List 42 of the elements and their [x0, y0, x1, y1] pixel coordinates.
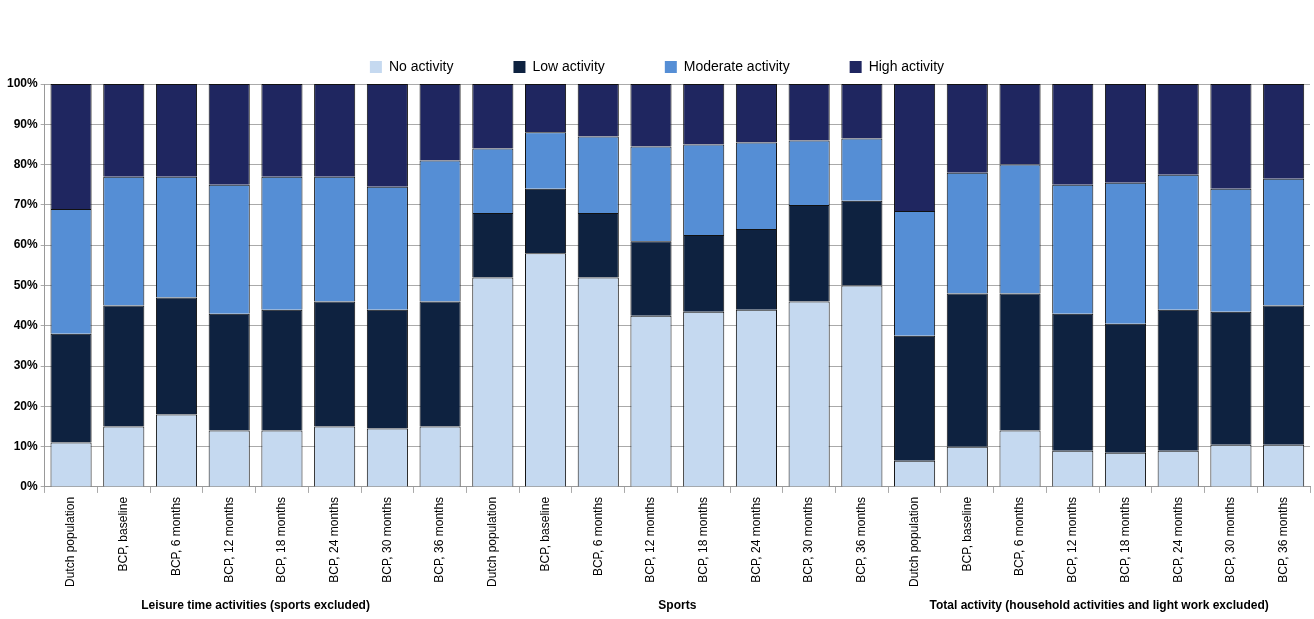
legend-label: No activity [388, 57, 454, 74]
x-tick-label: Dutch population [485, 496, 500, 588]
x-tick-label: BCP, baseline [537, 496, 552, 572]
x-tick-label: BCP, 30 months [379, 496, 394, 583]
y-tick-label: 80% [13, 156, 39, 171]
text: Leisure time activities (sports excluded) [141, 598, 370, 613]
x-tick-label: BCP, 12 months [221, 496, 236, 583]
x-tick-label: Dutch population [63, 496, 78, 588]
x-tick-label: BCP, 18 months [1117, 496, 1132, 583]
y-tick-label: 10% [13, 438, 39, 453]
y-tick-label: 20% [13, 398, 39, 413]
text: Sports [658, 598, 697, 613]
y-tick-label: 30% [13, 358, 39, 373]
x-tick-label: BCP, baseline [116, 496, 131, 572]
y-tick-label: 60% [13, 237, 39, 252]
y-tick-label: 100% [6, 76, 39, 91]
x-tick-label: BCP, 36 months [432, 496, 447, 583]
x-tick-label: Dutch population [906, 496, 921, 588]
x-tick-label: BCP, 24 months [1170, 496, 1185, 583]
text: Total activity (household activities and light work excluded) [929, 598, 1269, 613]
y-tick-label: 70% [13, 197, 39, 212]
x-tick-label: BCP, 30 months [801, 496, 816, 583]
legend-label: Low activity [532, 57, 605, 74]
x-tick-label: BCP, 6 months [1012, 496, 1027, 577]
x-tick-label: BCP, 6 months [590, 496, 605, 577]
y-tick-label: 90% [13, 116, 39, 131]
x-tick-label: BCP, 12 months [643, 496, 658, 583]
legend-label: High activity [868, 57, 945, 74]
x-tick-label: BCP, 24 months [326, 496, 341, 583]
x-tick-label: BCP, 12 months [1065, 496, 1080, 583]
x-tick-label: BCP, baseline [959, 496, 974, 572]
x-tick-label: BCP, 18 months [696, 496, 711, 583]
y-tick-label: 0% [20, 479, 39, 494]
x-tick-label: BCP, 36 months [1275, 496, 1290, 583]
y-tick-label: 40% [13, 318, 39, 333]
legend-label: Moderate activity [683, 57, 790, 74]
x-tick-label: BCP, 30 months [1223, 496, 1238, 583]
x-tick-label: BCP, 36 months [854, 496, 869, 583]
x-tick-label: BCP, 6 months [168, 496, 183, 577]
x-tick-label: BCP, 24 months [748, 496, 763, 583]
y-tick-label: 50% [13, 277, 39, 292]
x-tick-label: BCP, 18 months [274, 496, 289, 583]
